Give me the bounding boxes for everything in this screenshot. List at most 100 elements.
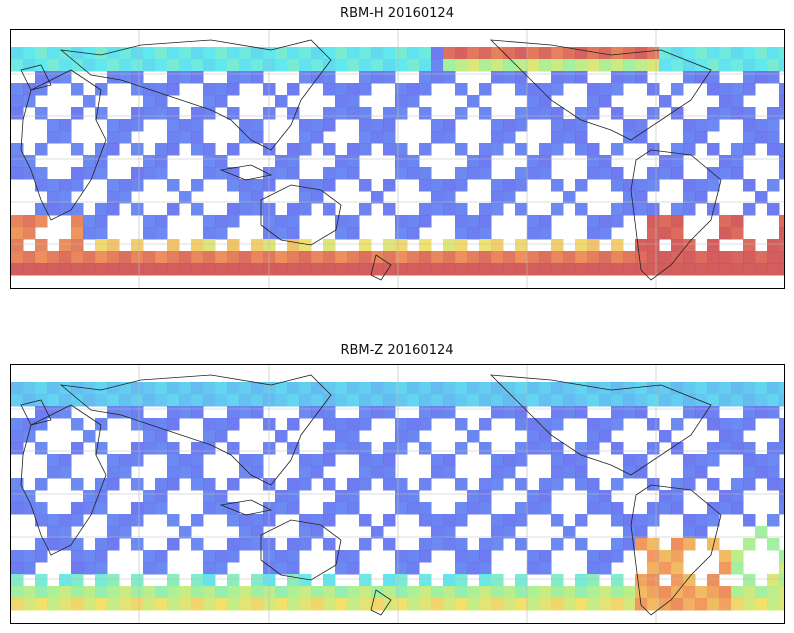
swath-cell bbox=[491, 47, 504, 60]
swath-cell bbox=[527, 263, 540, 276]
swath-cell bbox=[323, 478, 336, 491]
swath-cell bbox=[407, 59, 420, 72]
swath-cell bbox=[299, 71, 312, 84]
swath-cell bbox=[239, 466, 252, 479]
swath-cell bbox=[599, 490, 612, 503]
swath-cell bbox=[395, 263, 408, 276]
swath-cell bbox=[479, 598, 492, 611]
swath-cell bbox=[395, 442, 408, 455]
swath-cell bbox=[731, 59, 744, 72]
swath-cell bbox=[311, 454, 324, 467]
swath-cell bbox=[35, 215, 48, 228]
swath-cell bbox=[479, 550, 492, 563]
swath-cell bbox=[395, 430, 408, 443]
swath-cell bbox=[35, 167, 48, 180]
swath-cell bbox=[407, 83, 420, 96]
swath-cell bbox=[395, 502, 408, 515]
swath-cell bbox=[599, 562, 612, 575]
coastline-path bbox=[20, 404, 107, 556]
swath-cell bbox=[419, 442, 432, 455]
swath-cell bbox=[611, 382, 624, 395]
swath-cell bbox=[143, 430, 156, 443]
swath-cell bbox=[179, 382, 192, 395]
swath-cell bbox=[215, 502, 228, 515]
swath-cell bbox=[587, 95, 600, 108]
swath-cell bbox=[635, 131, 648, 144]
swath-cell bbox=[215, 263, 228, 276]
swath-cell bbox=[551, 47, 564, 60]
swath-cell bbox=[503, 191, 516, 204]
swath-cell bbox=[707, 239, 720, 252]
swath-cell bbox=[719, 586, 732, 599]
swath-cell bbox=[515, 263, 528, 276]
swath-cell bbox=[527, 251, 540, 264]
swath-cell bbox=[647, 478, 660, 491]
swath-cell bbox=[11, 227, 24, 240]
swath-cell bbox=[275, 59, 288, 72]
swath-cell bbox=[467, 430, 480, 443]
swath-cell bbox=[551, 538, 564, 551]
swath-cell bbox=[215, 550, 228, 563]
swath-cell bbox=[287, 550, 300, 563]
swath-cell bbox=[683, 143, 696, 156]
swath-cell bbox=[95, 239, 108, 252]
swath-cell bbox=[395, 251, 408, 264]
swath-cell bbox=[47, 47, 60, 60]
swath-cell bbox=[287, 598, 300, 611]
swath-cell bbox=[731, 263, 744, 276]
swath-cell bbox=[479, 203, 492, 216]
swath-cell bbox=[191, 574, 204, 587]
swath-cell bbox=[527, 167, 540, 180]
swath-cell bbox=[251, 406, 264, 419]
swath-cell bbox=[35, 406, 48, 419]
swath-cell bbox=[299, 454, 312, 467]
swath-cell bbox=[143, 215, 156, 228]
swath-cell bbox=[647, 442, 660, 455]
swath-cell bbox=[107, 478, 120, 491]
swath-cell bbox=[539, 502, 552, 515]
swath-cell bbox=[23, 95, 36, 108]
swath-cell bbox=[779, 95, 784, 108]
swath-cell bbox=[419, 418, 432, 431]
swath-cell bbox=[383, 131, 396, 144]
swath-cell bbox=[215, 83, 228, 96]
swath-cell bbox=[479, 251, 492, 264]
swath-cell bbox=[287, 239, 300, 252]
swath-cell bbox=[563, 71, 576, 84]
swath-cell bbox=[323, 263, 336, 276]
swath-cell bbox=[107, 71, 120, 84]
swath-cell bbox=[707, 382, 720, 395]
swath-cell bbox=[347, 550, 360, 563]
swath-cell bbox=[779, 215, 784, 228]
swath-cell bbox=[743, 59, 756, 72]
swath-cell bbox=[407, 598, 420, 611]
swath-cell bbox=[539, 83, 552, 96]
swath-cell bbox=[335, 107, 348, 120]
swath-cell bbox=[587, 167, 600, 180]
swath-cell bbox=[515, 59, 528, 72]
swath-cell bbox=[35, 550, 48, 563]
swath-cell bbox=[371, 382, 384, 395]
swath-cell bbox=[287, 538, 300, 551]
swath-cell bbox=[671, 478, 684, 491]
swath-cell bbox=[95, 143, 108, 156]
swath-cell bbox=[599, 95, 612, 108]
swath-cell bbox=[47, 131, 60, 144]
swath-cell bbox=[83, 490, 96, 503]
swath-cell bbox=[551, 239, 564, 252]
swath-cell bbox=[203, 478, 216, 491]
swath-cell bbox=[323, 47, 336, 60]
swath-cell bbox=[455, 574, 468, 587]
swath-cell bbox=[155, 47, 168, 60]
swath-cell bbox=[443, 263, 456, 276]
swath-cell bbox=[299, 143, 312, 156]
swath-cell bbox=[275, 251, 288, 264]
swath-cell bbox=[47, 454, 60, 467]
swath-cell bbox=[215, 490, 228, 503]
swath-cell bbox=[743, 263, 756, 276]
swath-cell bbox=[131, 586, 144, 599]
swath-cell bbox=[311, 514, 324, 527]
swath-cell bbox=[515, 107, 528, 120]
swath-cell bbox=[455, 203, 468, 216]
swath-cell bbox=[767, 466, 780, 479]
